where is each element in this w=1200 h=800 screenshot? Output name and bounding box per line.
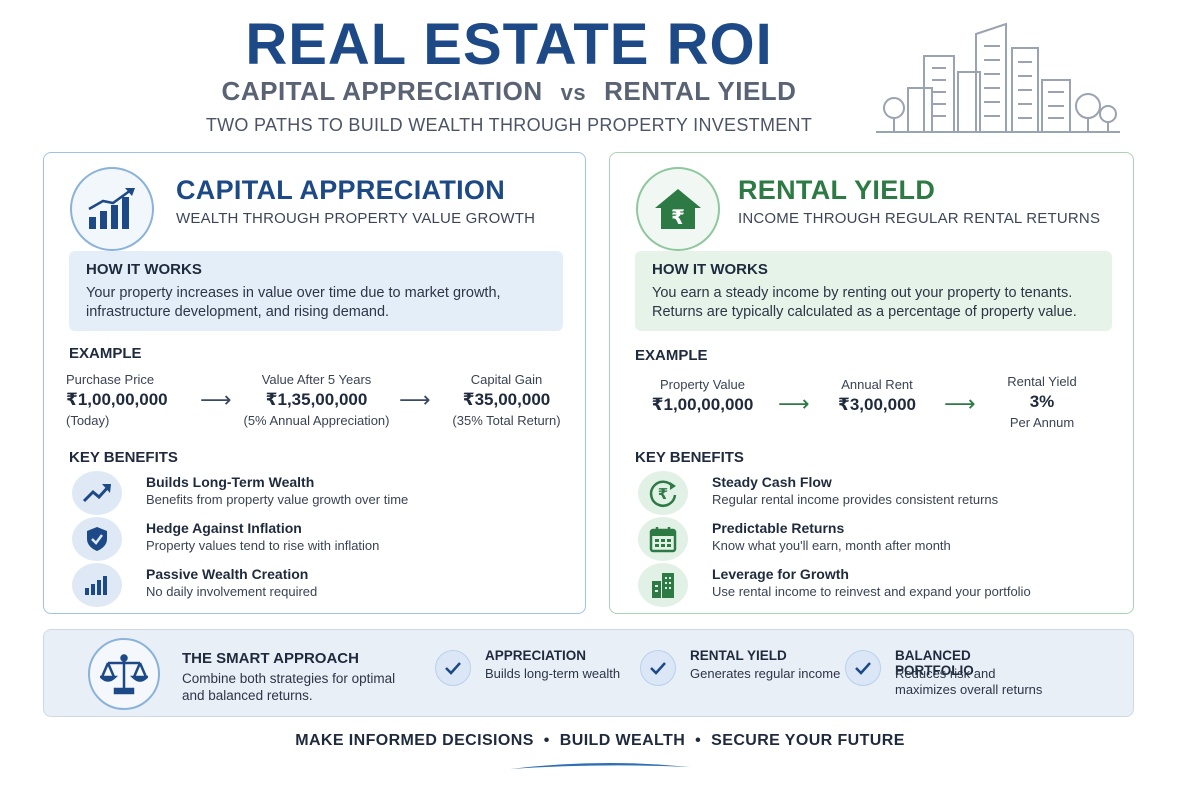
footer-item: SECURE YOUR FUTURE: [711, 732, 905, 749]
pillar-text: Reduces risk and maximizes overall retur…: [895, 666, 1043, 697]
example-title: EXAMPLE: [69, 345, 142, 362]
footer-separator: •: [543, 732, 550, 749]
example-value: 3%: [1029, 392, 1055, 411]
footer-item: BUILD WEALTH: [559, 732, 686, 749]
smart-approach-title: THE SMART APPROACH: [182, 650, 359, 667]
benefit-title: Predictable Returns: [712, 520, 845, 536]
benefit-description: No daily involvement required: [146, 584, 318, 599]
example-value: ₹1,00,00,000: [66, 390, 168, 409]
svg-text:₹: ₹: [671, 205, 685, 229]
benefit-description: Regular rental income provides consisten…: [712, 492, 999, 507]
benefit-title: Passive Wealth Creation: [146, 566, 309, 582]
benefit-title: Leverage for Growth: [712, 566, 849, 582]
subtitle-left: CAPITAL APPRECIATION: [221, 76, 543, 106]
arrow-right-icon: ⟶: [399, 387, 431, 412]
card-title: RENTAL YIELD: [738, 175, 936, 205]
rupee-cycle-icon: ₹: [638, 471, 688, 515]
benefit-item: Builds Long-Term Wealth Benefits from pr…: [72, 471, 552, 515]
trend-up-icon: [72, 471, 122, 515]
key-benefits-title: KEY BENEFITS: [635, 449, 744, 466]
how-it-works-text: Your property increases in value over ti…: [86, 285, 501, 320]
how-it-works-title: HOW IT WORKS: [652, 261, 768, 278]
benefit-description: Know what you'll earn, month after month: [712, 538, 951, 553]
benefit-item: Predictable Returns Know what you'll ear…: [638, 517, 1118, 561]
check-icon: [640, 650, 676, 686]
footer-slogan: MAKE INFORMED DECISIONS • BUILD WEALTH • SEC…: [0, 732, 1200, 750]
benefit-title: Hedge Against Inflation: [146, 520, 302, 536]
pillar-title: BALANCED PORTFOLIO: [895, 648, 974, 678]
example-purchase-price: Purchase Price ₹1,00,00,000 (Today): [66, 372, 176, 428]
how-it-works-title: HOW IT WORKS: [86, 261, 202, 278]
benefit-title: Steady Cash Flow: [712, 474, 832, 490]
example-value: ₹35,00,000: [462, 390, 551, 409]
check-icon: [435, 650, 471, 686]
example-note: (35% Total Return): [452, 413, 561, 428]
example-label: Purchase Price: [66, 372, 155, 387]
shield-check-icon: [72, 517, 122, 561]
check-icon: [845, 650, 881, 686]
example-value: ₹1,35,00,000: [265, 390, 368, 409]
example-capital-gain: Capital Gain ₹35,00,000 (35% Total Retur…: [444, 372, 569, 428]
footer-separator: •: [695, 732, 702, 749]
tagline: TWO PATHS TO BUILD WEALTH THROUGH PROPER…: [205, 115, 813, 135]
how-it-works-text: You earn a steady income by renting out …: [652, 285, 1077, 320]
smart-approach-strip: THE SMART APPROACH Combine both strategi…: [43, 629, 1134, 717]
rising-bar-chart-icon: [70, 167, 154, 251]
example-rental-yield: Rental Yield 3% Per Annum: [990, 374, 1094, 430]
subtitle-right: RENTAL YIELD: [604, 76, 797, 106]
page-subtitle: CAPITAL APPRECIATION vs RENTAL YIELD: [0, 76, 1018, 107]
example-label: Property Value: [659, 377, 746, 392]
benefit-item: Passive Wealth Creation No daily involve…: [72, 563, 552, 607]
balance-scale-icon: [88, 638, 160, 710]
capital-appreciation-card: CAPITAL APPRECIATION WEALTH THROUGH PROP…: [43, 152, 586, 614]
card-title: CAPITAL APPRECIATION: [176, 175, 506, 205]
example-label: Rental Yield: [1007, 374, 1077, 389]
footer-swoosh-decoration: [510, 762, 690, 769]
key-benefits-title: KEY BENEFITS: [69, 449, 178, 466]
bar-chart-icon: [72, 563, 122, 607]
example-label: Value After 5 Years: [261, 372, 372, 387]
arrow-right-icon: ⟶: [778, 391, 810, 416]
example-note: (Today): [66, 413, 110, 428]
city-skyline-icon: [876, 22, 1120, 133]
pillar-text: Generates regular income: [690, 666, 841, 681]
example-future-value: Value After 5 Years ₹1,35,00,000 (5% Ann…: [239, 372, 394, 428]
calendar-icon: [638, 517, 688, 561]
arrow-right-icon: ⟶: [944, 391, 976, 416]
example-value: ₹1,00,00,000: [651, 395, 754, 414]
example-title: EXAMPLE: [635, 347, 708, 364]
how-it-works-panel: HOW IT WORKS Your property increases in …: [69, 251, 563, 331]
card-subtitle: WEALTH THROUGH PROPERTY VALUE GROWTH: [176, 210, 536, 227]
benefit-item: Leverage for Growth Use rental income to…: [638, 563, 1118, 607]
pillar-text: Builds long-term wealth: [485, 666, 621, 681]
rental-yield-card: ₹ RENTAL YIELD INCOME THROUGH REGULAR RE…: [609, 152, 1134, 614]
benefit-description: Use rental income to reinvest and expand…: [712, 584, 1031, 599]
benefit-description: Property values tend to rise with inflat…: [146, 538, 380, 553]
example-note: Per Annum: [1009, 415, 1075, 430]
example-property-value: Property Value ₹1,00,00,000: [640, 377, 765, 415]
pillar-title: RENTAL YIELD: [690, 648, 787, 663]
card-subtitle: INCOME THROUGH REGULAR RENTAL RETURNS: [738, 210, 1101, 227]
benefit-title: Builds Long-Term Wealth: [146, 474, 315, 490]
example-note: (5% Annual Appreciation): [243, 413, 390, 428]
example-annual-rent: Annual Rent ₹3,00,000: [822, 377, 932, 415]
benefit-item: Hedge Against Inflation Property values …: [72, 517, 552, 561]
page-title: REAL ESTATE ROI: [245, 12, 773, 77]
benefit-item: ₹ Steady Cash Flow Regular rental income…: [638, 471, 1118, 515]
svg-text:₹: ₹: [658, 485, 668, 503]
benefit-description: Benefits from property value growth over…: [146, 492, 409, 507]
example-label: Annual Rent: [841, 377, 913, 392]
how-it-works-panel: HOW IT WORKS You earn a steady income by…: [635, 251, 1112, 331]
arrow-right-icon: ⟶: [200, 387, 232, 412]
pillar-title: APPRECIATION: [485, 648, 587, 663]
subtitle-vs: vs: [560, 80, 587, 105]
footer-item: MAKE INFORMED DECISIONS: [295, 732, 534, 749]
example-label: Capital Gain: [470, 372, 543, 387]
house-rupee-icon: ₹: [636, 167, 720, 251]
buildings-icon: [638, 563, 688, 607]
smart-approach-text: Combine both strategies for optimal and …: [182, 671, 396, 703]
example-value: ₹3,00,000: [837, 395, 916, 414]
